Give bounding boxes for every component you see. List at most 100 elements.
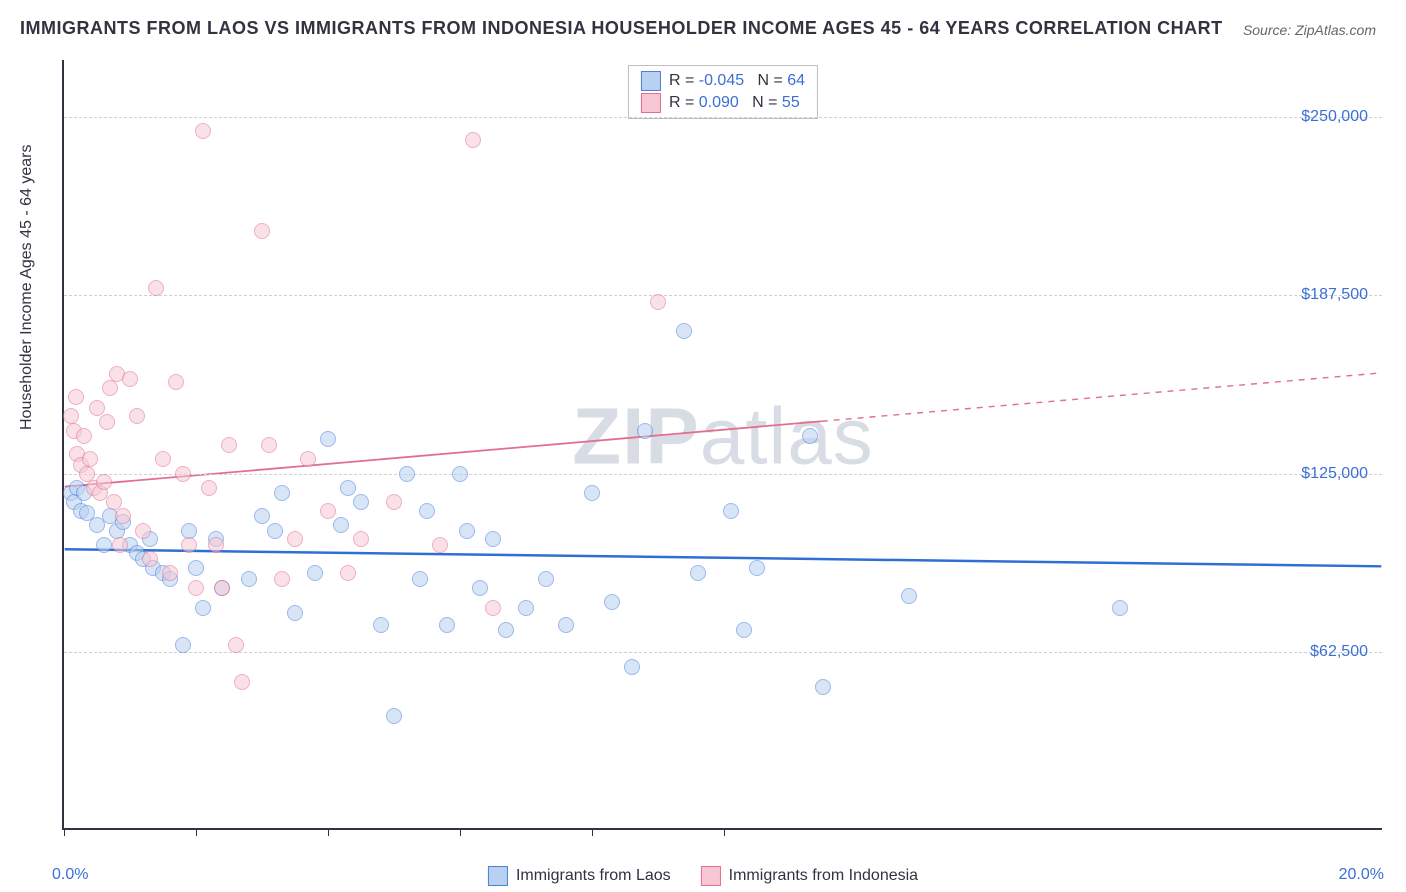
data-point-laos xyxy=(399,466,415,482)
data-point-laos xyxy=(175,637,191,653)
legend-swatch-laos xyxy=(488,866,508,886)
data-point-indonesia xyxy=(122,371,138,387)
data-point-laos xyxy=(676,323,692,339)
data-point-indonesia xyxy=(201,480,217,496)
grid-line xyxy=(64,117,1382,118)
data-point-laos xyxy=(333,517,349,533)
legend-swatch-laos xyxy=(641,71,661,91)
data-point-laos xyxy=(901,588,917,604)
y-axis-title: Householder Income Ages 45 - 64 years xyxy=(18,145,36,431)
watermark-zip: ZIP xyxy=(572,392,699,481)
data-point-laos xyxy=(637,423,653,439)
data-point-indonesia xyxy=(234,674,250,690)
data-point-laos xyxy=(96,537,112,553)
legend-swatch-indonesia xyxy=(701,866,721,886)
data-point-indonesia xyxy=(115,508,131,524)
regression-line-indonesia-dashed xyxy=(822,373,1382,421)
plot-area: ZIPatlas R = -0.045 N = 64 R = 0.090 N = … xyxy=(62,60,1382,830)
data-point-indonesia xyxy=(168,374,184,390)
data-point-laos xyxy=(584,485,600,501)
data-point-laos xyxy=(274,485,290,501)
data-point-laos xyxy=(558,617,574,633)
data-point-indonesia xyxy=(76,428,92,444)
data-point-indonesia xyxy=(96,474,112,490)
data-point-indonesia xyxy=(106,494,122,510)
data-point-laos xyxy=(254,508,270,524)
legend-top-row-indonesia: R = 0.090 N = 55 xyxy=(641,92,805,114)
data-point-laos xyxy=(736,622,752,638)
data-point-laos xyxy=(472,580,488,596)
y-tick-label: $187,500 xyxy=(1301,286,1368,304)
data-point-laos xyxy=(267,523,283,539)
data-point-indonesia xyxy=(89,400,105,416)
data-point-laos xyxy=(518,600,534,616)
x-tick xyxy=(328,828,329,836)
x-tick xyxy=(724,828,725,836)
data-point-laos xyxy=(320,431,336,447)
watermark-atlas: atlas xyxy=(700,392,874,481)
grid-line xyxy=(64,652,1382,653)
x-tick xyxy=(196,828,197,836)
data-point-indonesia xyxy=(650,294,666,310)
data-point-indonesia xyxy=(129,408,145,424)
y-tick-label: $62,500 xyxy=(1310,643,1368,661)
data-point-indonesia xyxy=(465,132,481,148)
data-point-indonesia xyxy=(99,414,115,430)
data-point-indonesia xyxy=(320,503,336,519)
data-point-laos xyxy=(195,600,211,616)
data-point-laos xyxy=(604,594,620,610)
data-point-indonesia xyxy=(208,537,224,553)
data-point-indonesia xyxy=(221,437,237,453)
data-point-indonesia xyxy=(195,123,211,139)
data-point-indonesia xyxy=(274,571,290,587)
data-point-laos xyxy=(538,571,554,587)
regression-line-laos xyxy=(65,549,1382,566)
y-tick-label: $250,000 xyxy=(1301,108,1368,126)
legend-top: R = -0.045 N = 64 R = 0.090 N = 55 xyxy=(628,65,818,119)
data-point-indonesia xyxy=(432,537,448,553)
data-point-laos xyxy=(498,622,514,638)
data-point-laos xyxy=(386,708,402,724)
data-point-indonesia xyxy=(82,451,98,467)
legend-swatch-indonesia xyxy=(641,93,661,113)
data-point-indonesia xyxy=(63,408,79,424)
data-point-laos xyxy=(624,659,640,675)
data-point-indonesia xyxy=(353,531,369,547)
data-point-laos xyxy=(815,679,831,695)
data-point-indonesia xyxy=(386,494,402,510)
data-point-laos xyxy=(723,503,739,519)
data-point-laos xyxy=(373,617,389,633)
data-point-laos xyxy=(749,560,765,576)
legend-stats-laos: R = -0.045 N = 64 xyxy=(669,72,805,90)
data-point-laos xyxy=(307,565,323,581)
y-tick-label: $125,000 xyxy=(1301,465,1368,483)
data-point-indonesia xyxy=(287,531,303,547)
data-point-indonesia xyxy=(228,637,244,653)
data-point-indonesia xyxy=(300,451,316,467)
x-axis-min-label: 0.0% xyxy=(52,866,88,884)
data-point-indonesia xyxy=(155,451,171,467)
legend-bottom-item-laos: Immigrants from Laos xyxy=(488,866,671,886)
data-point-indonesia xyxy=(188,580,204,596)
data-point-indonesia xyxy=(68,389,84,405)
data-point-indonesia xyxy=(261,437,277,453)
data-point-laos xyxy=(439,617,455,633)
data-point-laos xyxy=(241,571,257,587)
x-tick xyxy=(460,828,461,836)
data-point-indonesia xyxy=(148,280,164,296)
data-point-indonesia xyxy=(112,537,128,553)
legend-bottom: Immigrants from Laos Immigrants from Indo… xyxy=(488,866,918,886)
data-point-laos xyxy=(419,503,435,519)
data-point-indonesia xyxy=(181,537,197,553)
data-point-laos xyxy=(1112,600,1128,616)
x-tick xyxy=(64,828,65,836)
grid-line xyxy=(64,474,1382,475)
data-point-laos xyxy=(459,523,475,539)
x-tick xyxy=(592,828,593,836)
data-point-indonesia xyxy=(340,565,356,581)
data-point-laos xyxy=(802,428,818,444)
data-point-laos xyxy=(485,531,501,547)
data-point-indonesia xyxy=(485,600,501,616)
chart-title: IMMIGRANTS FROM LAOS VS IMMIGRANTS FROM … xyxy=(20,18,1223,39)
legend-bottom-item-indonesia: Immigrants from Indonesia xyxy=(701,866,918,886)
